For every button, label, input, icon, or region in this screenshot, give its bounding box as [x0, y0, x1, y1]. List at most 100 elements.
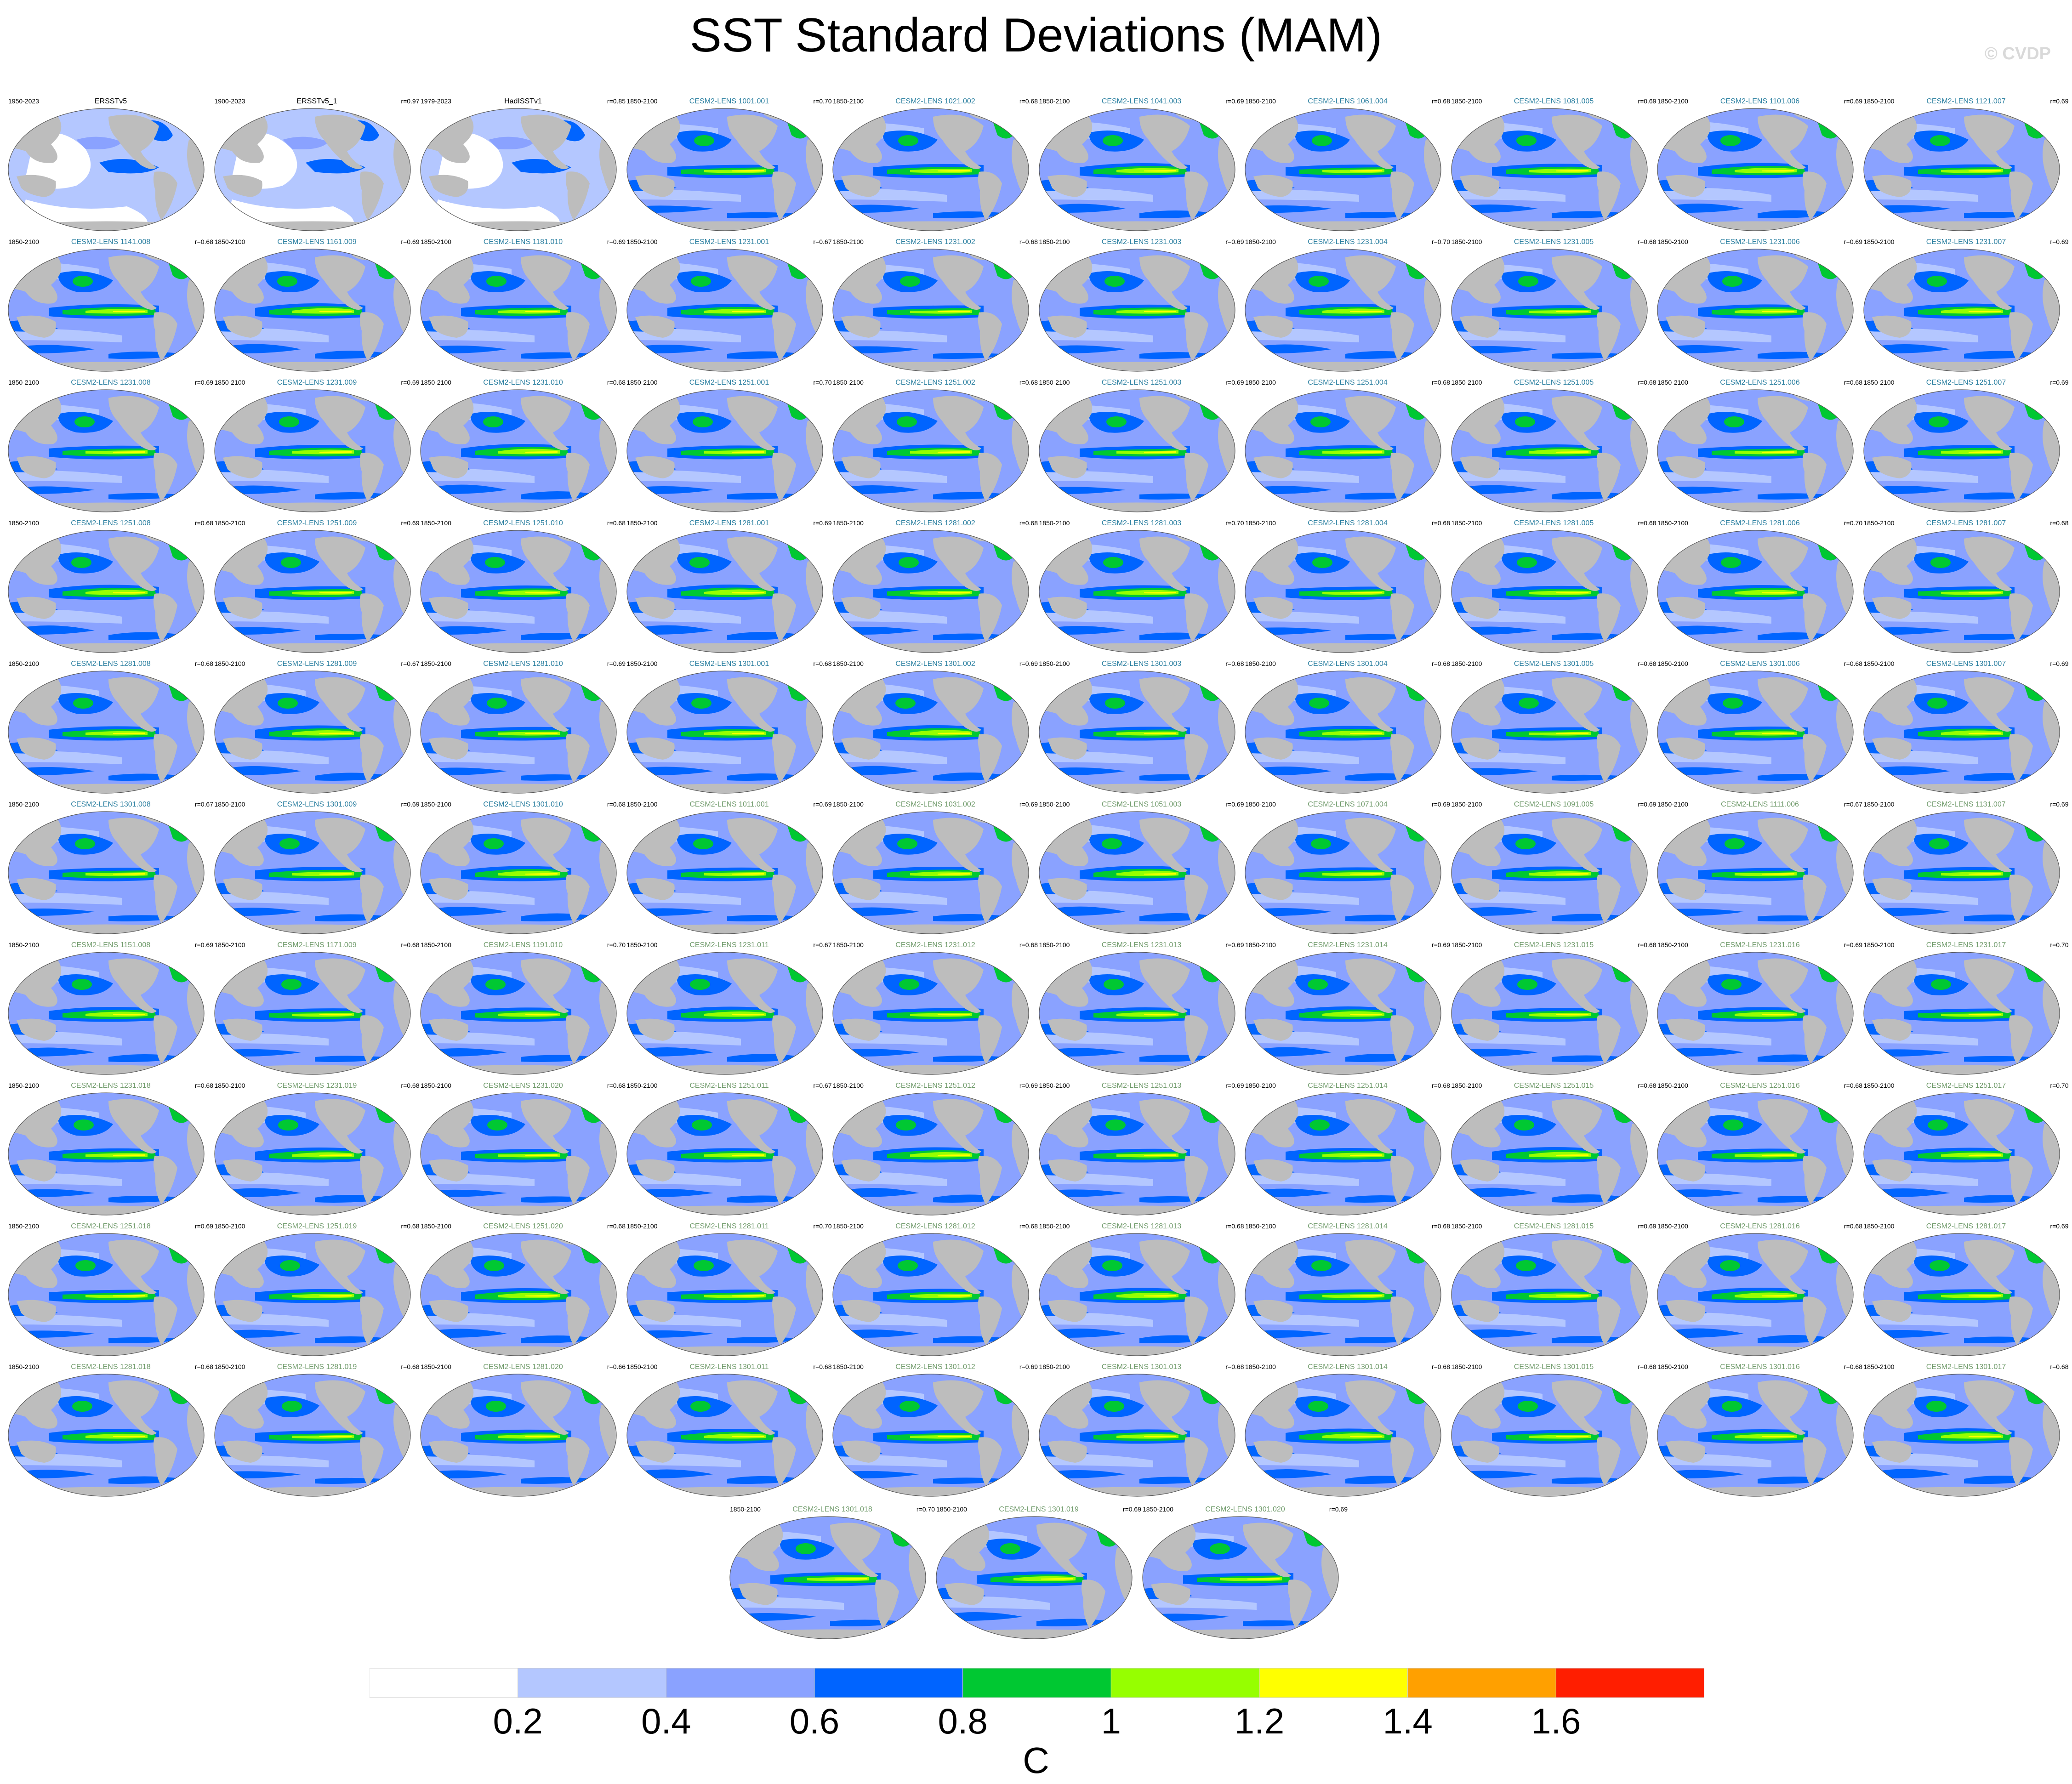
panel-pattern-correlation: r=0.69 — [194, 1222, 213, 1230]
southern-ocean-band — [841, 626, 919, 635]
map-outline — [626, 249, 823, 372]
antarctica-landmass — [626, 1065, 823, 1074]
panel-pattern-correlation: r=0.69 — [2050, 1222, 2069, 1230]
north-america-landmass — [1551, 958, 1602, 1013]
north-america-landmass — [108, 255, 159, 310]
south-america-landmass — [1596, 1156, 1621, 1204]
sst-map — [1863, 1092, 2060, 1216]
map-outline — [1657, 249, 1854, 372]
map-panel: CESM2-LENS 1301.013 1850-2100 r=0.68 — [1038, 1363, 1245, 1501]
panel-dataset-name: CESM2-LENS 1061.004 — [1308, 97, 1388, 105]
sst-map — [1863, 108, 2060, 231]
panel-years: 1850-2100 — [936, 1506, 967, 1513]
south-america-landmass — [1184, 1156, 1208, 1204]
panel-pattern-correlation: r=0.68 — [1431, 660, 1450, 667]
panel-pattern-correlation: r=0.69 — [1019, 801, 1038, 808]
panel-pattern-correlation: r=0.68 — [1019, 941, 1038, 949]
kuroshio-band — [1929, 1260, 1950, 1271]
map-outline — [8, 811, 205, 934]
panel-dataset-name: CESM2-LENS 1251.006 — [1720, 379, 1800, 386]
africa-europe-landmass — [599, 561, 616, 621]
australia-landmass — [841, 315, 881, 338]
map-panel: CESM2-LENS 1231.019 1850-2100 r=0.68 — [214, 1082, 421, 1220]
equatorial-max-band — [1350, 451, 1382, 453]
panel-pattern-correlation: r=0.67 — [813, 1082, 832, 1089]
south-america-landmass — [2009, 1156, 2033, 1204]
panel-years: 1850-2100 — [8, 379, 39, 386]
map-panel: CESM2-LENS 1281.012 1850-2100 r=0.68 — [832, 1222, 1039, 1360]
antarctica-landmass — [421, 643, 616, 653]
australia-landmass — [841, 1159, 881, 1182]
southern-ocean-band — [222, 766, 301, 775]
southern-ocean-band — [841, 1329, 919, 1338]
panel-dataset-name: CESM2-LENS 1301.017 — [1926, 1363, 2006, 1371]
sst-map — [8, 108, 205, 231]
sst-map — [1863, 389, 2060, 512]
map-layers — [626, 812, 823, 934]
panel-dataset-name: CESM2-LENS 1251.008 — [71, 519, 151, 527]
southern-ocean-band — [314, 633, 398, 640]
north-america-landmass — [521, 1239, 571, 1294]
africa-europe-landmass — [805, 701, 823, 762]
kuroshio-band — [1106, 416, 1127, 427]
africa-europe-landmass — [1012, 983, 1029, 1043]
panel-dataset-name: CESM2-LENS 1251.013 — [1101, 1082, 1182, 1090]
panel-pattern-correlation: r=0.69 — [1225, 941, 1244, 949]
panel-years: 1850-2100 — [1451, 1363, 1482, 1370]
panel-dataset-name: CESM2-LENS 1301.020 — [1205, 1506, 1285, 1513]
colorbar-tick-label: 0.2 — [493, 1701, 543, 1741]
sst-map — [214, 1233, 411, 1356]
africa-europe-landmass — [1836, 1123, 1853, 1184]
sst-map — [1657, 1374, 1854, 1497]
antarctica-landmass — [1039, 1487, 1235, 1496]
map-panel: CESM2-LENS 1251.006 1850-2100 r=0.68 — [1656, 379, 1863, 517]
kuroshio-band — [1516, 135, 1537, 146]
africa-europe-landmass — [1424, 139, 1441, 199]
north-america-landmass — [933, 114, 984, 169]
south-america-landmass — [153, 171, 177, 220]
panel-years: 1850-2100 — [1863, 1222, 1895, 1230]
map-panel: CESM2-LENS 1281.002 1850-2100 r=0.68 — [832, 519, 1039, 657]
africa-europe-landmass — [599, 842, 616, 903]
antarctica-landmass — [626, 1487, 823, 1496]
map-panel: CESM2-LENS 1231.001 1850-2100 r=0.67 — [626, 238, 833, 376]
panel-dataset-name: CESM2-LENS 1301.012 — [895, 1363, 975, 1371]
north-america-landmass — [727, 396, 778, 450]
map-outline — [626, 670, 823, 794]
map-layers — [730, 1517, 926, 1639]
panel-pattern-correlation: r=0.68 — [1431, 1363, 1450, 1370]
africa-europe-landmass — [1012, 1264, 1029, 1324]
equatorial-max-band — [1556, 311, 1588, 312]
southern-ocean-band — [17, 1330, 95, 1338]
map-panel: CESM2-LENS 1231.006 1850-2100 r=0.69 — [1656, 238, 1863, 376]
australia-landmass — [17, 1300, 56, 1322]
south-america-landmass — [1390, 1296, 1414, 1345]
kuroshio-band — [1517, 979, 1537, 990]
australia-landmass — [841, 737, 881, 760]
map-layers — [1245, 952, 1441, 1074]
africa-europe-landmass — [1218, 842, 1235, 903]
north-america-landmass — [933, 536, 984, 591]
sst-map — [1245, 1092, 1441, 1216]
panel-dataset-name: CESM2-LENS 1231.004 — [1308, 238, 1388, 246]
panel-years: 1850-2100 — [214, 519, 245, 527]
antarctica-landmass — [1039, 221, 1235, 231]
equatorial-max-band — [1556, 1014, 1588, 1016]
map-panel: CESM2-LENS 1231.012 1850-2100 r=0.68 — [832, 941, 1039, 1079]
antarctica-landmass — [1451, 362, 1647, 371]
map-outline — [1038, 249, 1235, 372]
north-america-landmass — [521, 1099, 571, 1153]
southern-ocean-band — [727, 773, 810, 781]
panel-years: 1900-2023 — [214, 97, 245, 105]
panel-years: 1850-2100 — [8, 660, 39, 667]
kuroshio-band — [1000, 1543, 1020, 1554]
equatorial-max-band — [1762, 873, 1794, 875]
map-outline — [1451, 1092, 1648, 1216]
southern-ocean-band — [841, 346, 919, 353]
sst-map — [1657, 952, 1854, 1075]
panel-pattern-correlation: r=0.69 — [1225, 1082, 1244, 1089]
kuroshio-band — [1514, 1119, 1534, 1131]
southern-ocean-band — [1047, 1470, 1126, 1478]
panel-dataset-name: CESM2-LENS 1181.010 — [483, 238, 563, 246]
southern-ocean-band — [521, 632, 603, 640]
